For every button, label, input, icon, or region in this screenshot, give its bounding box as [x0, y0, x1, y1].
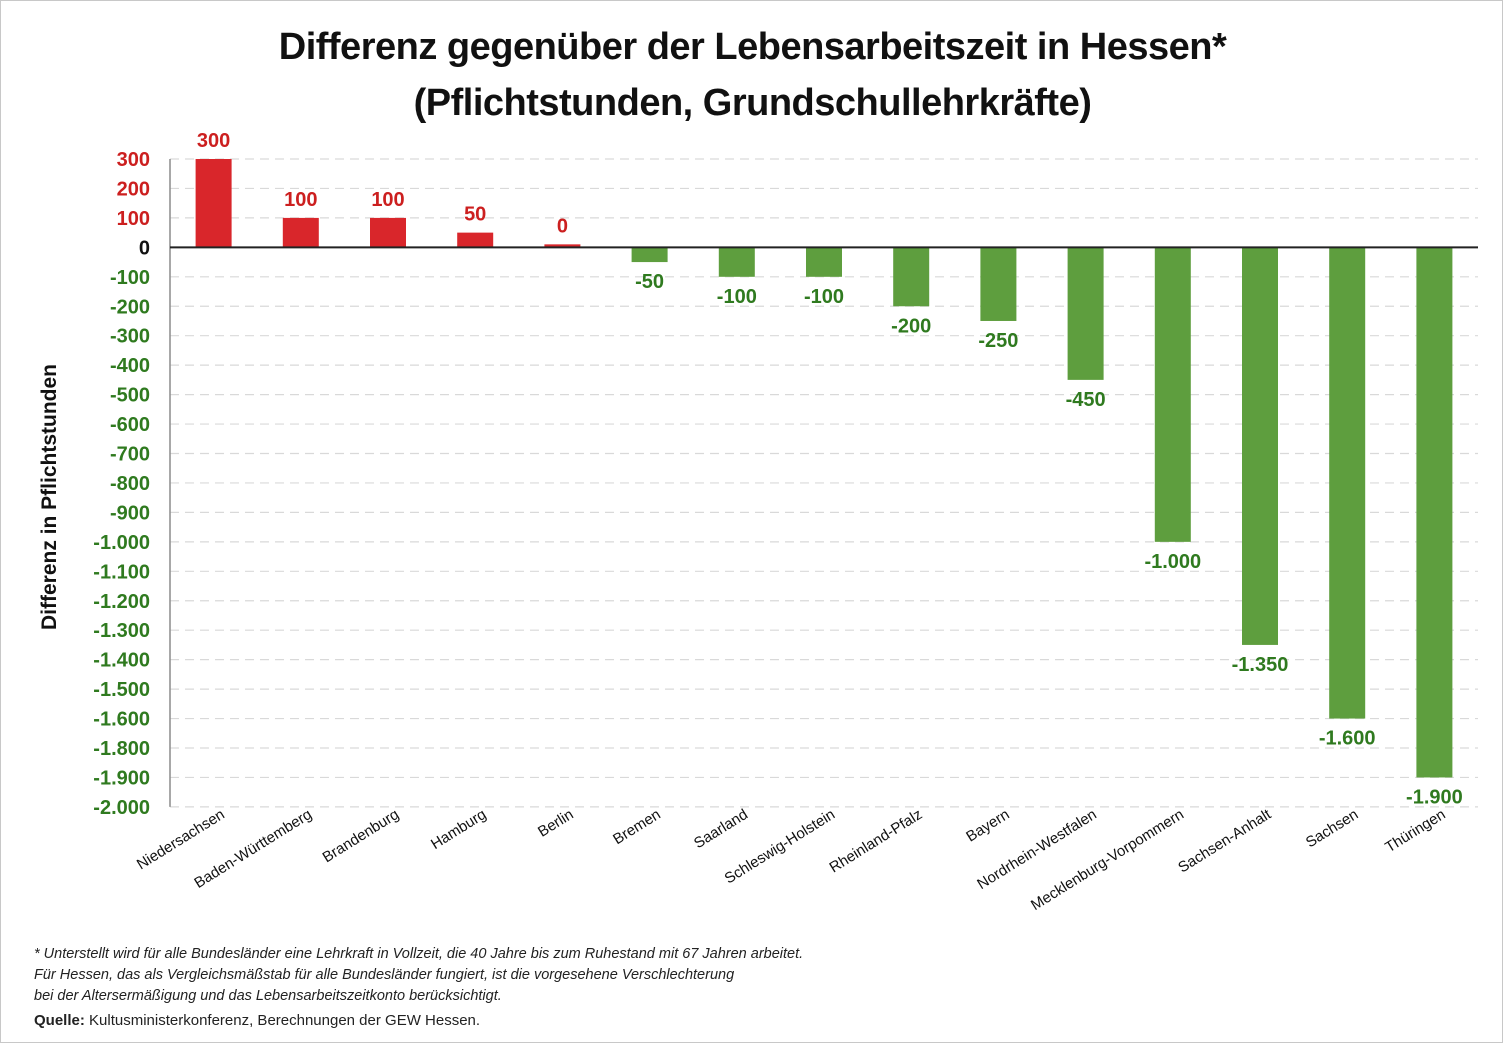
- bar: [1154, 247, 1191, 542]
- y-tick-label: -900: [110, 502, 150, 524]
- y-tick-label: -300: [110, 326, 150, 348]
- data-label: -100: [804, 286, 844, 308]
- footnote-line: bei der Altersermäßigung und das Lebensa…: [34, 988, 502, 1004]
- footnote-line: * Unterstellt wird für alle Bundesländer…: [34, 946, 804, 962]
- source-note: Quelle: Kultusministerkonferenz, Berechn…: [34, 1012, 480, 1029]
- y-tick-label: 100: [117, 208, 150, 230]
- y-tick-label: -100: [110, 267, 150, 289]
- bar: [457, 232, 494, 248]
- y-tick-label: -1.600: [93, 709, 150, 731]
- chart-subtitle: (Pflichtstunden, Grundschullehrkräfte): [413, 82, 1092, 124]
- data-label: 100: [371, 189, 404, 211]
- bar: [195, 159, 232, 248]
- data-label: -100: [717, 286, 757, 308]
- y-tick-label: -800: [110, 473, 150, 495]
- data-label: -1.900: [1406, 786, 1463, 808]
- bar: [806, 247, 842, 277]
- bar: [1242, 247, 1278, 645]
- y-tick-label: -700: [110, 444, 150, 466]
- x-tick-label: Hamburg: [428, 806, 489, 853]
- y-tick-label: 200: [117, 178, 150, 200]
- data-label: -1.000: [1144, 551, 1201, 573]
- x-tick-label: Bremen: [610, 806, 664, 848]
- bar: [1416, 247, 1453, 778]
- y-tick-label: -500: [110, 385, 150, 407]
- x-tick-label: Sachsen: [1303, 806, 1362, 851]
- y-tick-label: -1.500: [93, 679, 150, 701]
- y-tick-label: 0: [139, 237, 150, 259]
- bar: [893, 247, 930, 307]
- y-tick-label: -2.000: [93, 797, 150, 819]
- data-label: -250: [978, 330, 1018, 352]
- x-tick-label: Saarland: [691, 806, 751, 852]
- bar: [980, 247, 1017, 321]
- data-label: 100: [284, 189, 317, 211]
- data-label: -1.350: [1232, 654, 1289, 676]
- bar: [1329, 247, 1366, 719]
- y-tick-label: -1.800: [93, 738, 150, 760]
- data-label: -1.600: [1319, 728, 1376, 750]
- data-label: 0: [557, 215, 568, 237]
- y-tick-label: 300: [117, 149, 150, 171]
- data-label: -200: [891, 315, 931, 337]
- data-label: -50: [635, 271, 664, 293]
- y-tick-label: -1.300: [93, 620, 150, 642]
- y-tick-label: -1.400: [93, 650, 150, 672]
- x-tick-label: Brandenburg: [320, 806, 403, 866]
- footnote: * Unterstellt wird für alle Bundesländer…: [34, 944, 803, 1007]
- y-tick-label: -1.200: [93, 591, 150, 613]
- chart-title: Differenz gegenüber der Lebensarbeitszei…: [278, 26, 1227, 68]
- y-tick-label: -1.100: [93, 561, 150, 583]
- footnote-line: Für Hessen, das als Vergleichsmäßstab fü…: [34, 967, 735, 983]
- data-label: 300: [197, 130, 230, 152]
- y-tick-label: -600: [110, 414, 150, 436]
- bar: [282, 217, 319, 248]
- x-tick-label: Sachsen-Anhalt: [1175, 805, 1275, 876]
- bar: [718, 247, 755, 277]
- source-text: Kultusministerkonferenz, Berechnungen de…: [84, 1012, 481, 1029]
- source-label: Quelle:: [34, 1012, 85, 1029]
- x-tick-label: Mecklenburg-Vorpommern: [1028, 806, 1187, 914]
- x-tick-label: Berlin: [535, 806, 577, 841]
- bar: [544, 244, 581, 248]
- data-label: -450: [1066, 389, 1106, 411]
- y-tick-label: -400: [110, 355, 150, 377]
- y-tick-label: -200: [110, 296, 150, 318]
- data-label: 50: [464, 204, 486, 226]
- y-axis-title: Differenz in Pflichtstunden: [38, 364, 61, 630]
- x-tick-label: Rheinland-Pfalz: [826, 806, 925, 877]
- x-tick-label: Bayern: [963, 806, 1012, 846]
- y-tick-label: -1.900: [93, 767, 150, 789]
- bar: [631, 247, 668, 263]
- x-tick-label: Thüringen: [1382, 806, 1448, 856]
- bar: [370, 217, 406, 248]
- bar: [1067, 247, 1104, 380]
- y-tick-label: -1.000: [93, 532, 150, 554]
